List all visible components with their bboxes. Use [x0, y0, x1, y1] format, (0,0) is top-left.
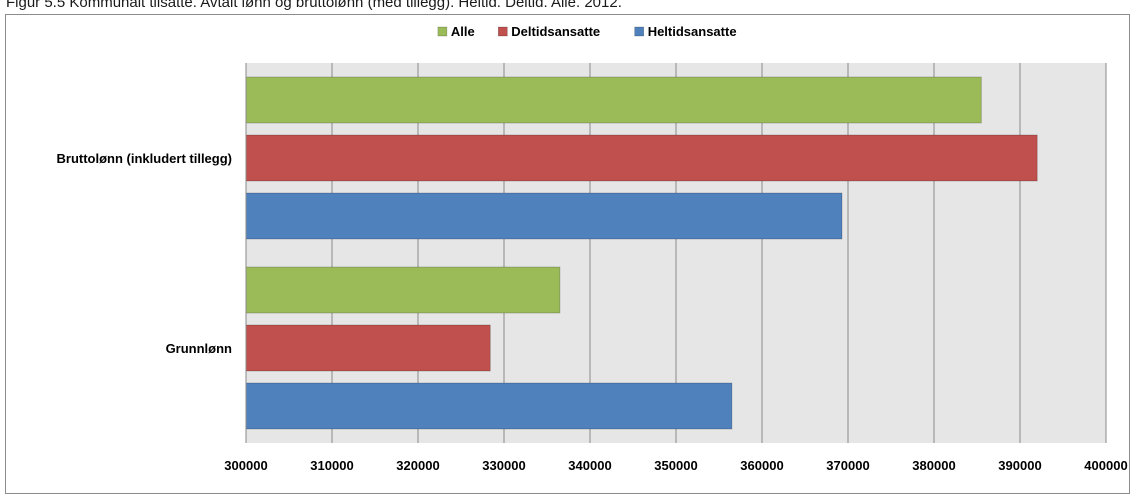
legend-swatch	[437, 26, 448, 37]
bar-heltidsansatte-grunnlonn	[245, 382, 733, 430]
bars	[245, 76, 1038, 430]
chart-legend: Alle Deltidsansatte Heltidsansatte	[437, 24, 737, 39]
category-label: Bruttolønn (inkludert tillegg)	[57, 151, 232, 166]
bar-alle-grunnlonn	[245, 266, 561, 314]
bar-deltidsansatte-bruttolonn	[245, 134, 1038, 182]
bar-alle-bruttolonn	[245, 76, 982, 124]
x-tick-labels: 300000 310000 320000 330000 340000 350000 3600…	[224, 458, 1127, 473]
x-tick-label: 300000	[224, 458, 267, 473]
x-tick-label: 330000	[482, 458, 525, 473]
legend-label: Alle	[451, 24, 475, 39]
x-tick-label: 310000	[310, 458, 353, 473]
x-tick-label: 370000	[826, 458, 869, 473]
x-tick-label: 390000	[998, 458, 1041, 473]
x-tick-label: 340000	[568, 458, 611, 473]
gridlines	[331, 63, 1107, 443]
bar-heltidsansatte-bruttolonn	[245, 192, 843, 240]
chart-frame: Alle Deltidsansatte Heltidsansatte Bruttol…	[5, 14, 1130, 494]
legend-label: Heltidsansatte	[648, 24, 737, 39]
legend-swatch	[634, 26, 645, 37]
category-labels: Bruttolønn (inkludert tillegg) Grunnlønn	[57, 151, 233, 356]
x-tick-label: 320000	[396, 458, 439, 473]
x-tick-label: 360000	[740, 458, 783, 473]
x-tick-label: 400000	[1084, 458, 1127, 473]
x-tick-label: 350000	[654, 458, 697, 473]
legend-label: Deltidsansatte	[511, 24, 600, 39]
bar-chart: Alle Deltidsansatte Heltidsansatte Bruttol…	[57, 24, 1128, 473]
legend-swatch	[497, 26, 508, 37]
bar-deltidsansatte-grunnlonn	[245, 324, 491, 372]
figure-title: Figur 5.5 Kommunalt tilsatte. Avtalt løn…	[6, 0, 622, 11]
category-label: Grunnlønn	[166, 341, 232, 356]
x-tick-label: 380000	[912, 458, 955, 473]
